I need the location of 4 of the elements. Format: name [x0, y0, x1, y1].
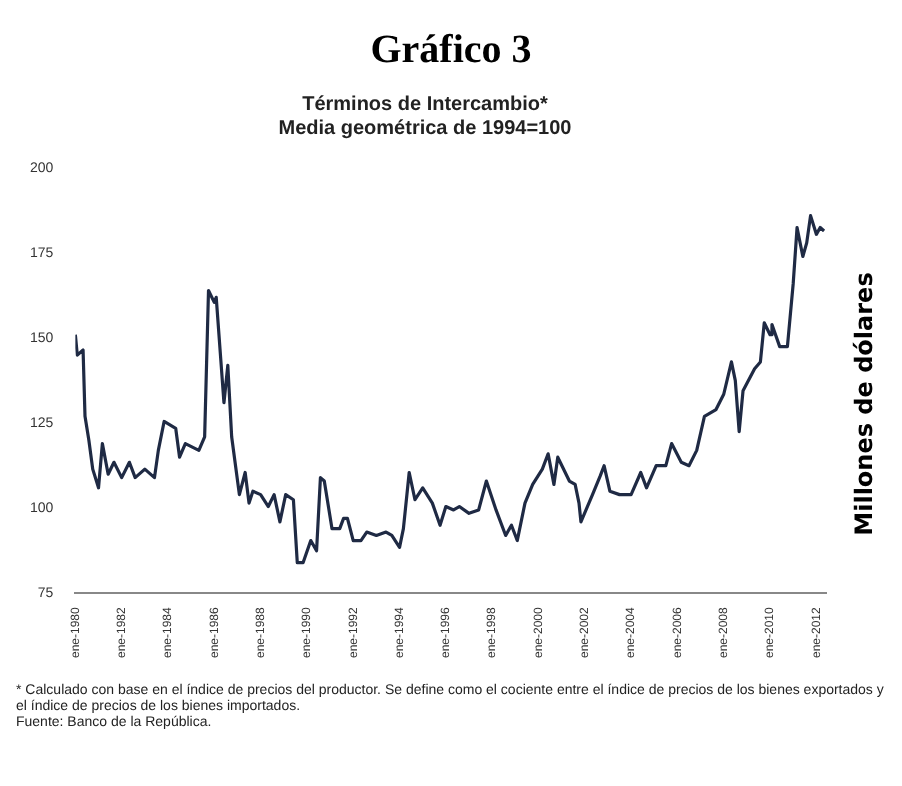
text: Gráfico 3	[368, 26, 534, 76]
y2-axis-title: Millones de dólares	[850, 272, 878, 536]
chart-title: Términos de Intercambio*	[302, 93, 549, 116]
chart-subtitle: Media geométrica de 1994=100	[278, 117, 573, 140]
